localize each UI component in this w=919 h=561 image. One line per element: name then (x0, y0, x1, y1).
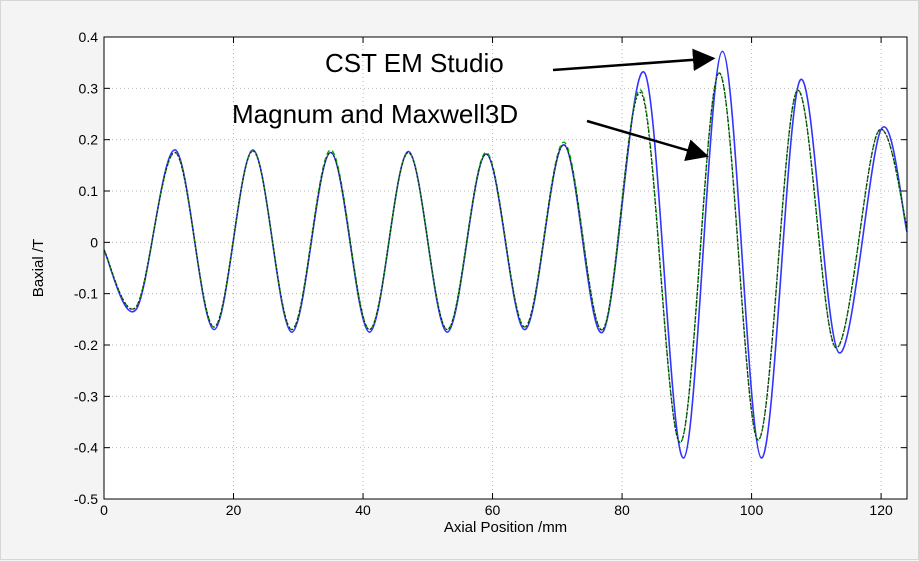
annotation-arrow-1 (552, 48, 716, 72)
y-tick-label: 0.3 (79, 80, 99, 96)
y-tick-label: 0.4 (79, 29, 99, 45)
y-tick-label: -0.5 (74, 491, 98, 507)
annotations: CST EM Studio Magnum and Maxwell3D (232, 48, 716, 162)
axis-ticks: 0 20 40 60 80 100 120 -0.5 -0.4 -0.3 -0.2 -0.1 0 0.1 0… (74, 29, 907, 518)
annotation-label-1: CST EM Studio (325, 48, 504, 78)
grid-lines (104, 37, 907, 499)
y-tick-label: -0.3 (74, 388, 98, 404)
annotation-arrow-2 (586, 119, 709, 162)
series-line-3 (103, 72, 908, 444)
plot-area (103, 36, 908, 500)
x-tick-label: 0 (100, 502, 108, 518)
y-tick-label: -0.4 (74, 440, 98, 456)
x-tick-label: 120 (869, 502, 893, 518)
y-tick-label: -0.2 (74, 337, 98, 353)
x-tick-label: 80 (614, 502, 630, 518)
plot-border (103, 36, 908, 500)
y-tick-label: 0.2 (79, 132, 99, 148)
y-tick-label: 0.1 (79, 183, 99, 199)
x-tick-label: 60 (485, 502, 501, 518)
x-tick-label: 40 (355, 502, 371, 518)
y-tick-label: -0.1 (74, 286, 98, 302)
y-tick-label: 0 (90, 234, 98, 250)
series-lines (103, 50, 908, 459)
series-line-2 (103, 72, 908, 444)
x-tick-label: 20 (226, 502, 242, 518)
annotation-label-2: Magnum and Maxwell3D (232, 99, 518, 129)
y-axis-label: Baxial /T (30, 239, 47, 297)
x-axis-label: Axial Position /mm (444, 519, 567, 536)
x-tick-label: 100 (740, 502, 764, 518)
